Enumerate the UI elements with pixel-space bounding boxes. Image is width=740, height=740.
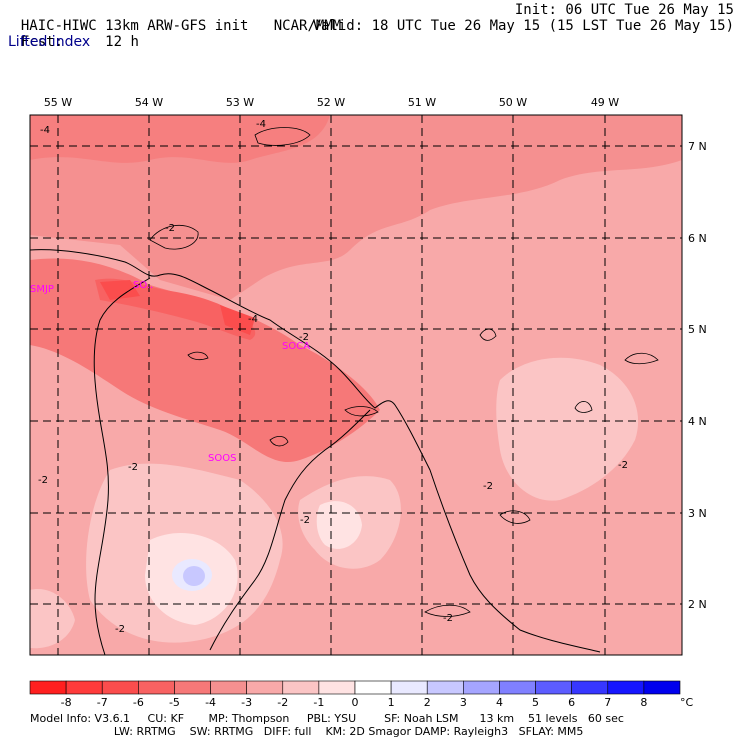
colorbar-tick-label: -3 (241, 696, 252, 709)
contour-label: -4 (40, 125, 50, 136)
valid-time: Valid: 18 UTC Tue 26 May 15 (15 LST Tue … (312, 18, 734, 34)
lon-label: 50 W (499, 96, 527, 109)
lat-label: 3 N (688, 507, 707, 520)
colorbar-swatch (29, 680, 67, 695)
contour-label: -2 (300, 515, 310, 526)
colorbar-tick-label: 4 (496, 696, 503, 709)
colorbar-unit: °C (680, 696, 694, 709)
colorbar-swatch (138, 680, 175, 695)
station-label: SMJP (30, 284, 54, 295)
lon-label: 55 W (44, 96, 72, 109)
colorbar-swatch (607, 680, 645, 695)
colorbar-tick-label: -5 (169, 696, 180, 709)
contour-label: -2 (115, 624, 125, 635)
colorbar-tick-label: -1 (313, 696, 324, 709)
colorbar-swatch (174, 680, 211, 695)
contours (149, 127, 659, 617)
lon-label: 51 W (408, 96, 436, 109)
plot-frame (29, 114, 683, 656)
colorbar-swatch (426, 680, 464, 695)
lat-label: 2 N (688, 598, 707, 611)
border-east (209, 409, 371, 651)
station-label: SO.. (133, 280, 153, 291)
colorbar-tick-label: -4 (205, 696, 216, 709)
station-label: SOOS (208, 453, 236, 464)
colorbar-tick-label: -2 (277, 696, 288, 709)
lat-label: 7 N (688, 140, 707, 153)
colorbar-tick-label: -6 (133, 696, 144, 709)
colorbar-swatch (282, 680, 320, 695)
lon-label: 49 W (591, 96, 619, 109)
contour-label: -2 (128, 462, 138, 473)
contour-label: -4 (256, 119, 266, 130)
grid-lines (30, 115, 682, 655)
lon-label: 53 W (226, 96, 254, 109)
lat-label: 4 N (688, 415, 707, 428)
lon-label: 52 W (317, 96, 345, 109)
shaded-field (30, 115, 682, 655)
colorbar-tick-label: 7 (604, 696, 611, 709)
header-line-1: HAIC-HIWC 13km ARW-GFS init NCAR/MMM (4, 2, 341, 34)
colorbar-swatch (354, 680, 392, 695)
colorbar-swatch (318, 680, 356, 695)
colorbar-tick-label: 1 (388, 696, 395, 709)
border-west (93, 277, 151, 656)
colorbar-ticks: -8 -7 -6 -5 -4 -3 -2 -1 0 1 2 3 4 5 6 7 8 (61, 696, 648, 709)
contour-label: -2 (443, 613, 453, 624)
contour-label: -2 (38, 475, 48, 486)
contour-label: -4 (248, 314, 258, 325)
colorbar-swatch (210, 680, 247, 695)
forecast-line: Fcst: 12 h (4, 18, 139, 50)
station-label: SOCA (282, 341, 310, 352)
colorbar-swatch (65, 680, 103, 695)
contour-label: -2 (165, 223, 175, 234)
contour-label: -2 (618, 460, 628, 471)
lon-label: 54 W (135, 96, 163, 109)
colorbar-swatch (643, 680, 681, 695)
colorbar-swatch (463, 680, 500, 695)
model-info-line-2: LW: RRTMG SW: RRTMG DIFF: full KM: 2D Sm… (30, 725, 584, 738)
colorbar-tick-label: -8 (61, 696, 72, 709)
colorbar-tick-label: 3 (460, 696, 467, 709)
colorbar-swatch (390, 680, 428, 695)
model-title: HAIC-HIWC 13km ARW-GFS init (20, 18, 249, 34)
colorbar-swatch (571, 680, 609, 695)
colorbar-tick-label: 6 (568, 696, 575, 709)
colorbar-swatch (499, 680, 536, 695)
coastline (29, 249, 601, 656)
field-name: Lifted index (8, 34, 91, 50)
lat-label: 5 N (688, 323, 707, 336)
colorbar-swatch (101, 680, 139, 695)
colorbar-tick-label: 5 (532, 696, 539, 709)
contour-label: -2 (483, 481, 493, 492)
colorbar-swatch (535, 680, 572, 695)
colorbar-swatch (246, 680, 284, 695)
colorbar-tick-label: 2 (424, 696, 431, 709)
contour-label: -2 (299, 332, 309, 343)
lat-label: 6 N (688, 232, 707, 245)
forecast-hours: 12 h (105, 34, 139, 50)
init-time: Init: 06 UTC Tue 26 May 15 (514, 2, 734, 18)
forecast-label: Fcst: (20, 34, 64, 50)
colorbar-tick-label: 8 (640, 696, 647, 709)
org-label: NCAR/MMM (273, 18, 342, 34)
colorbar-tick-label: -7 (97, 696, 108, 709)
colorbar-tick-label: 0 (352, 696, 359, 709)
colorbar (29, 680, 681, 695)
model-info-line-1: Model Info: V3.6.1 CU: KF MP: Thompson P… (30, 712, 624, 725)
